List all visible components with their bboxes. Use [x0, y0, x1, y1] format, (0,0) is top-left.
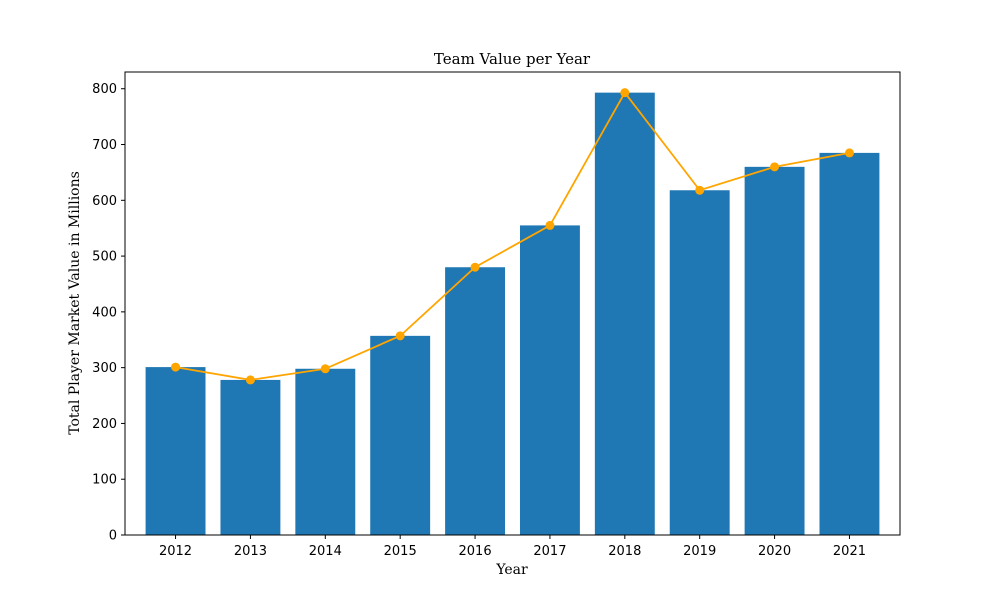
y-axis-label: Total Player Market Value in Millions [67, 171, 83, 435]
line-point-2017 [545, 220, 555, 230]
line-point-2015 [395, 331, 405, 341]
line-point-2021 [844, 148, 854, 158]
y-tick-label: 500 [92, 250, 117, 265]
y-tick-label: 400 [92, 305, 117, 320]
bar-2017 [519, 225, 580, 535]
line-point-2018 [620, 88, 630, 98]
x-tick-label: 2014 [309, 544, 342, 559]
ticks-layer: 0 100 200 300 400 500 600 700 800 2012 2013 2014 201… [92, 82, 866, 559]
line-point-2013 [245, 375, 255, 385]
x-tick-label: 2021 [833, 544, 866, 559]
x-tick-label: 2015 [384, 544, 417, 559]
y-tick-label: 100 [92, 473, 117, 488]
x-axis-label: Year [495, 562, 528, 578]
line-layer [171, 88, 854, 385]
x-tick-label: 2018 [608, 544, 641, 559]
bars-layer [145, 92, 880, 535]
line-point-2019 [695, 185, 705, 195]
axes-layer [124, 71, 901, 536]
x-tick-label: 2013 [234, 544, 267, 559]
x-tick-label: 2016 [459, 544, 492, 559]
line-point-2012 [171, 362, 181, 372]
y-tick-label: 600 [92, 194, 117, 209]
x-tick-label: 2012 [159, 544, 192, 559]
y-tick-label: 0 [109, 529, 117, 544]
x-tick-label: 2020 [758, 544, 791, 559]
x-tick-label: 2017 [533, 544, 566, 559]
line-point-2020 [770, 162, 780, 172]
x-tick-label: 2019 [683, 544, 716, 559]
line-point-2014 [320, 364, 330, 374]
trend-line [175, 91, 850, 381]
bar-2018 [594, 92, 655, 535]
bar-2012 [145, 367, 206, 535]
y-tick-label: 800 [92, 82, 117, 97]
chart-title: Team Value per Year [434, 50, 591, 68]
bar-2020 [744, 166, 805, 535]
line-point-2016 [470, 262, 480, 272]
bar-2019 [669, 190, 730, 535]
bar-2016 [445, 267, 506, 535]
y-tick-label: 300 [92, 361, 117, 376]
bar-2015 [370, 335, 431, 535]
y-tick-label: 200 [92, 417, 117, 432]
plot-frame [124, 71, 901, 536]
y-tick-label: 700 [92, 138, 117, 153]
bar-2014 [295, 368, 356, 535]
bar-2013 [220, 379, 281, 535]
bar-2021 [819, 152, 880, 535]
